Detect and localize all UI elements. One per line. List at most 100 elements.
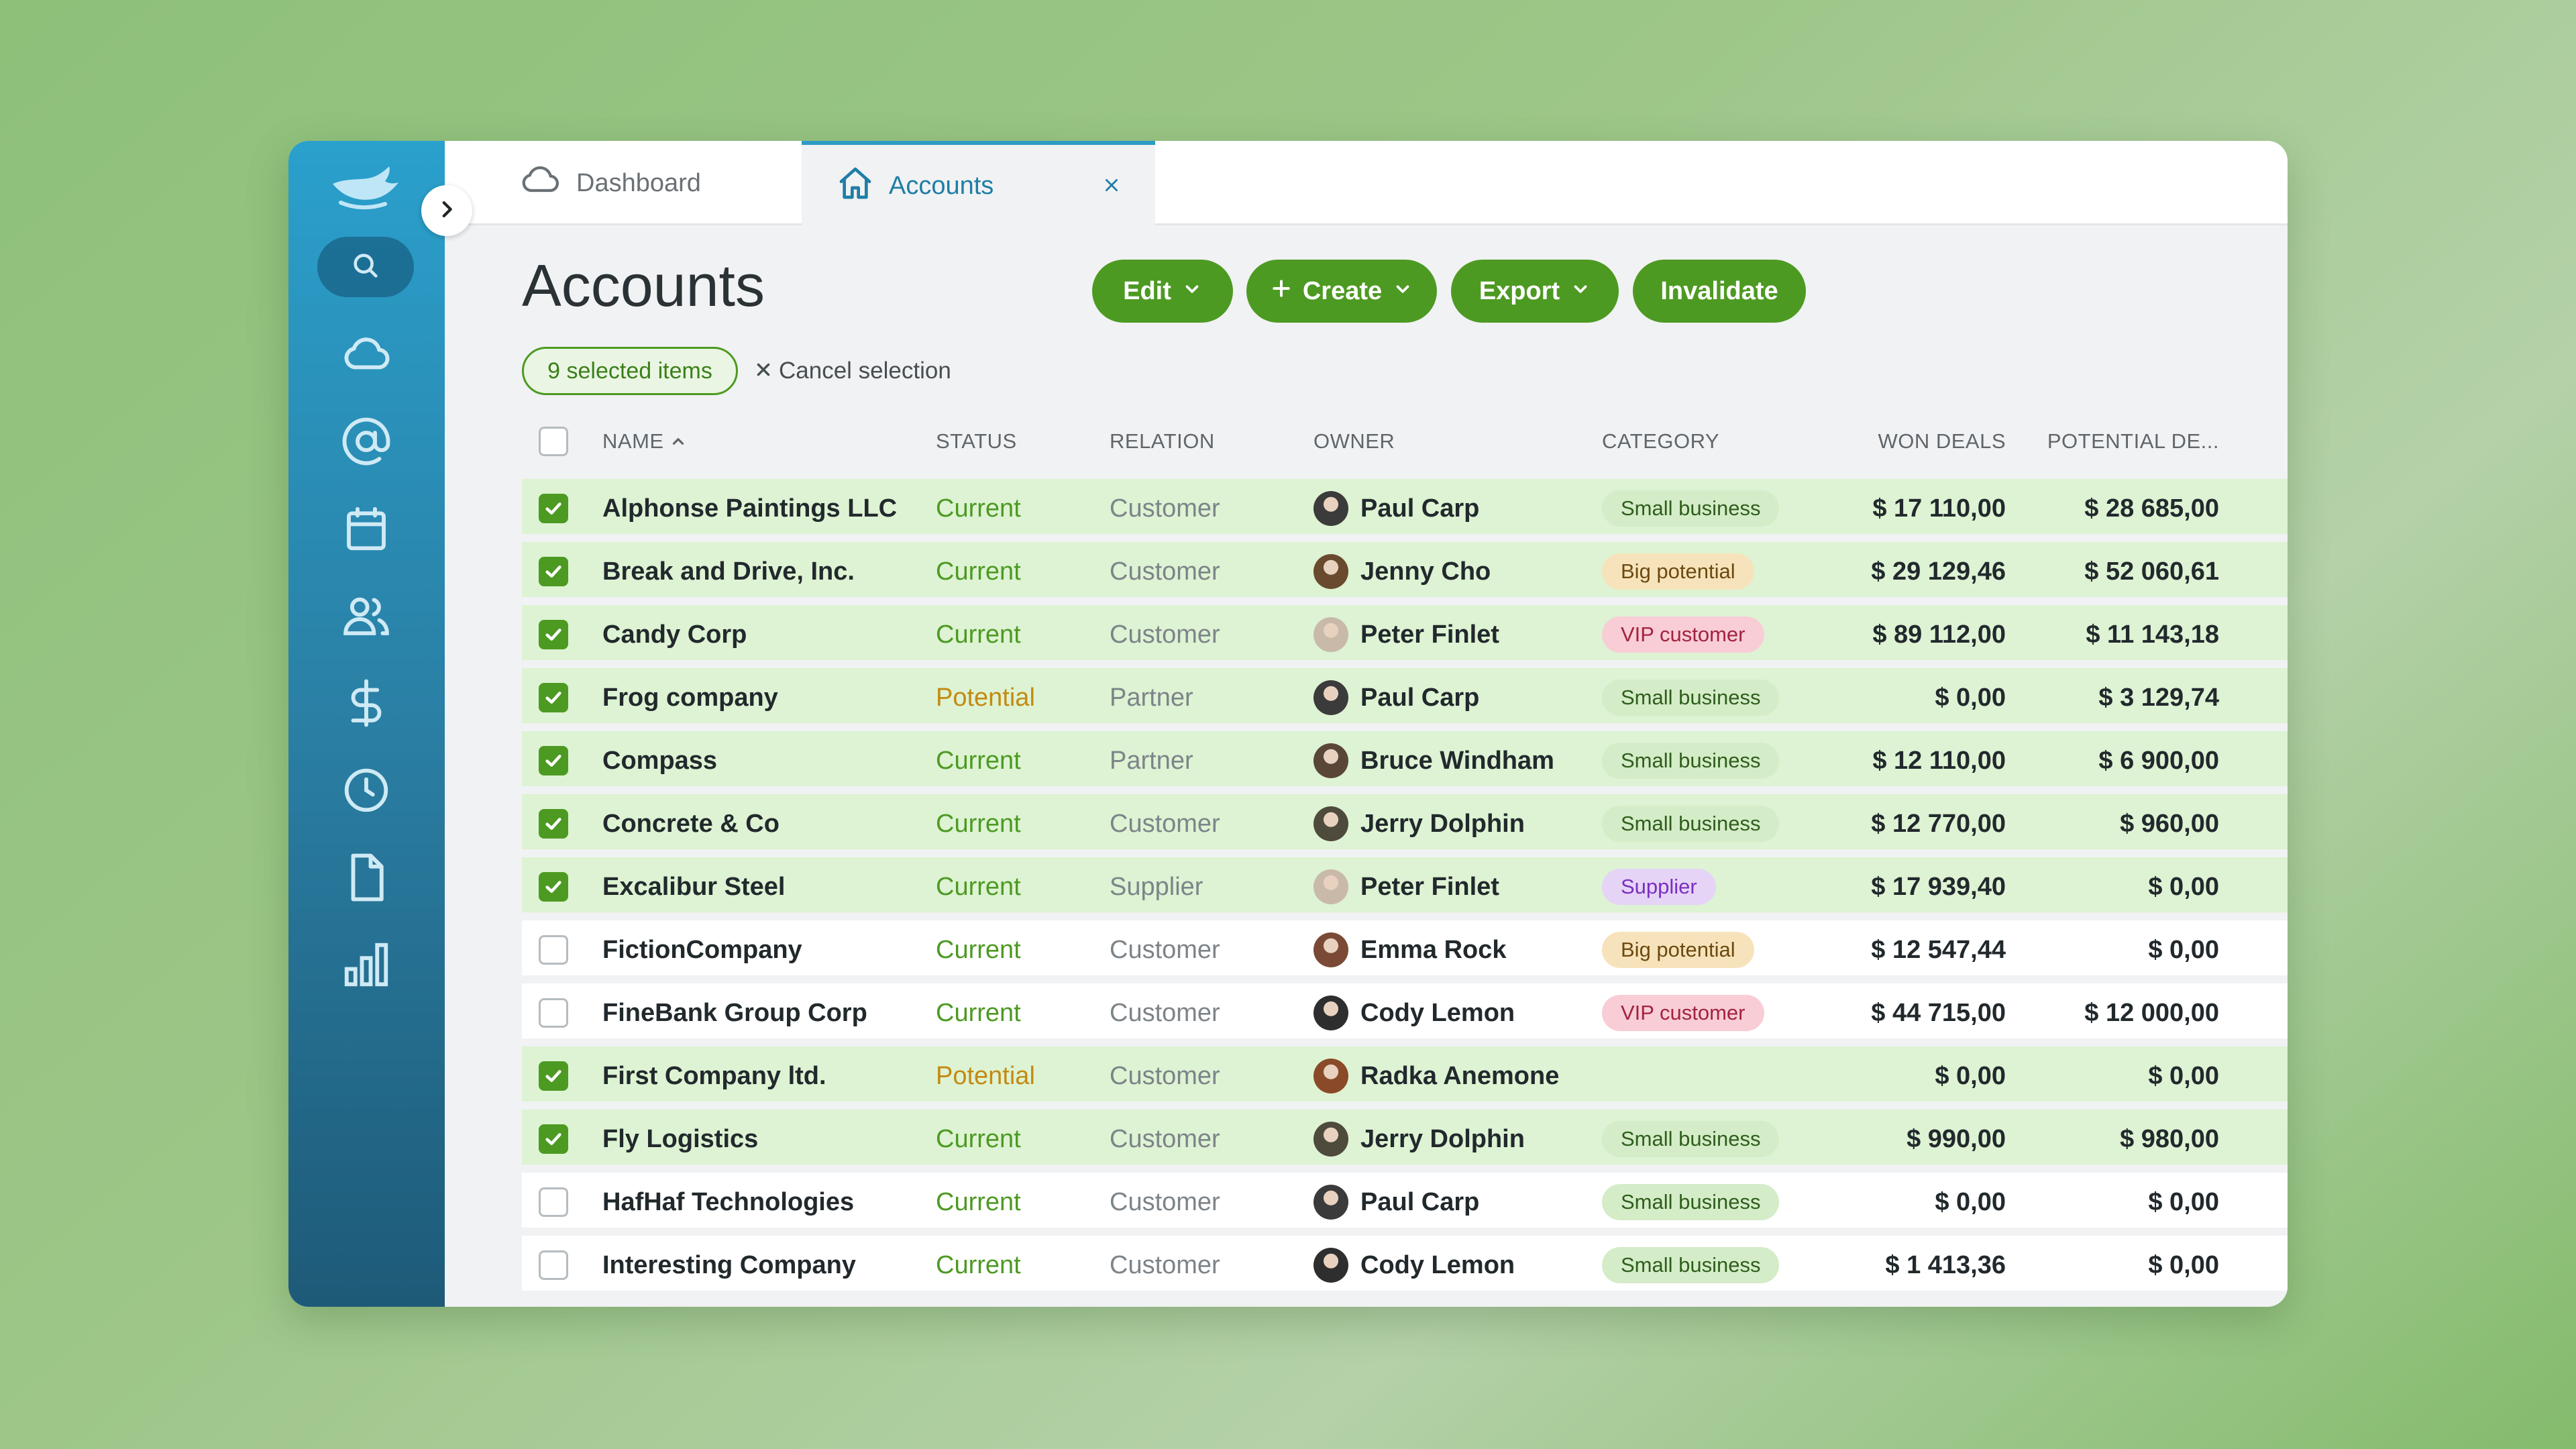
owner-cell[interactable]: Paul Carp bbox=[1313, 479, 1479, 538]
category-badge: Small business bbox=[1602, 743, 1780, 779]
owner-name: Emma Rock bbox=[1360, 935, 1507, 964]
column-header-potential-deals[interactable]: POTENTIAL DE... bbox=[2047, 429, 2219, 453]
row-checkbox[interactable] bbox=[539, 872, 568, 902]
owner-cell[interactable]: Jenny Cho bbox=[1313, 542, 1491, 601]
sidebar-item-calendar[interactable] bbox=[337, 500, 396, 559]
account-name-link[interactable]: Fly Logistics bbox=[602, 1124, 759, 1153]
account-name-link[interactable]: First Company ltd. bbox=[602, 1061, 826, 1090]
category-cell: Small business bbox=[1602, 479, 1780, 538]
select-all-checkbox[interactable] bbox=[539, 427, 568, 456]
table-row[interactable]: Concrete & Co Current Customer Jerry Dol… bbox=[522, 794, 2288, 853]
account-name-link[interactable]: Frog company bbox=[602, 683, 778, 712]
selected-count-badge: 9 selected items bbox=[522, 347, 738, 395]
account-name-link[interactable]: Concrete & Co bbox=[602, 809, 780, 838]
relation-cell: Customer bbox=[1110, 557, 1220, 586]
sidebar-item-documents[interactable] bbox=[337, 849, 396, 908]
cancel-selection-button[interactable]: Cancel selection bbox=[755, 347, 951, 395]
row-checkbox[interactable] bbox=[539, 557, 568, 586]
account-name-link[interactable]: Candy Corp bbox=[602, 620, 747, 649]
owner-cell[interactable]: Peter Finlet bbox=[1313, 605, 1499, 664]
sidebar-item-email[interactable] bbox=[337, 413, 396, 472]
table-row[interactable]: Break and Drive, Inc. Current Customer J… bbox=[522, 542, 2288, 601]
create-button[interactable]: Create bbox=[1246, 260, 1437, 323]
category-cell: Small business bbox=[1602, 1173, 1780, 1232]
account-name-link[interactable]: HafHaf Technologies bbox=[602, 1187, 855, 1216]
account-name-link[interactable]: Excalibur Steel bbox=[602, 872, 786, 901]
edit-button[interactable]: Edit bbox=[1092, 260, 1233, 323]
won-deals-cell: $ 12 770,00 bbox=[1871, 809, 2006, 838]
row-checkbox[interactable] bbox=[539, 683, 568, 712]
row-checkbox[interactable] bbox=[539, 1124, 568, 1154]
table-row[interactable]: Alphonse Paintings LLC Current Customer … bbox=[522, 479, 2288, 538]
relation-cell: Customer bbox=[1110, 809, 1220, 838]
sidebar-search-button[interactable] bbox=[317, 237, 414, 297]
row-checkbox[interactable] bbox=[539, 1187, 568, 1217]
tab-dashboard[interactable]: Dashboard bbox=[519, 141, 701, 225]
close-tab-icon[interactable] bbox=[1103, 169, 1135, 201]
column-header-name[interactable]: NAME bbox=[602, 418, 687, 465]
column-header-status[interactable]: STATUS bbox=[936, 429, 1017, 453]
row-checkbox[interactable] bbox=[539, 746, 568, 775]
owner-cell[interactable]: Paul Carp bbox=[1313, 1173, 1479, 1232]
owner-name: Cody Lemon bbox=[1360, 1250, 1515, 1279]
table-row[interactable]: Excalibur Steel Current Supplier Peter F… bbox=[522, 857, 2288, 916]
tab-bar: Dashboard Accounts bbox=[445, 141, 2288, 227]
potential-deals-cell: $ 0,00 bbox=[2148, 1061, 2219, 1090]
sidebar-item-contacts[interactable] bbox=[337, 588, 396, 647]
column-header-owner[interactable]: OWNER bbox=[1313, 429, 1395, 453]
owner-cell[interactable]: Jerry Dolphin bbox=[1313, 794, 1525, 853]
table-row[interactable]: FictionCompany Current Customer Emma Roc… bbox=[522, 920, 2288, 979]
table-row[interactable]: FineBank Group Corp Current Customer Cod… bbox=[522, 983, 2288, 1042]
owner-cell[interactable]: Paul Carp bbox=[1313, 668, 1479, 727]
table-row[interactable]: Candy Corp Current Customer Peter Finlet… bbox=[522, 605, 2288, 664]
sidebar-expand-button[interactable] bbox=[421, 185, 472, 236]
owner-cell[interactable]: Peter Finlet bbox=[1313, 857, 1499, 916]
table-row[interactable]: Frog company Potential Partner Paul Carp… bbox=[522, 668, 2288, 727]
row-checkbox[interactable] bbox=[539, 620, 568, 649]
sidebar-item-cloud[interactable] bbox=[337, 326, 396, 385]
row-checkbox[interactable] bbox=[539, 935, 568, 965]
account-name-link[interactable]: Compass bbox=[602, 746, 718, 775]
sidebar-item-deals[interactable] bbox=[337, 675, 396, 734]
potential-deals-cell: $ 12 000,00 bbox=[2084, 998, 2219, 1027]
table-row[interactable]: Compass Current Partner Bruce Windham Sm… bbox=[522, 731, 2288, 790]
row-checkbox[interactable] bbox=[539, 1061, 568, 1091]
column-header-relation[interactable]: RELATION bbox=[1110, 429, 1215, 453]
account-name-link[interactable]: FineBank Group Corp bbox=[602, 998, 867, 1027]
relation-cell: Customer bbox=[1110, 494, 1220, 523]
export-button[interactable]: Export bbox=[1451, 260, 1619, 323]
relation-cell: Partner bbox=[1110, 746, 1193, 775]
tab-accounts[interactable]: Accounts bbox=[802, 141, 1155, 227]
category-badge: Small business bbox=[1602, 1247, 1780, 1283]
sidebar-item-activities[interactable] bbox=[337, 762, 396, 821]
sidebar-item-reports[interactable] bbox=[337, 936, 396, 996]
account-name-link[interactable]: Interesting Company bbox=[602, 1250, 856, 1279]
owner-cell[interactable]: Cody Lemon bbox=[1313, 983, 1515, 1042]
row-checkbox[interactable] bbox=[539, 494, 568, 523]
account-name-link[interactable]: FictionCompany bbox=[602, 935, 802, 964]
table-row[interactable]: HafHaf Technologies Current Customer Pau… bbox=[522, 1173, 2288, 1232]
account-name-link[interactable]: Alphonse Paintings LLC bbox=[602, 494, 898, 523]
table-row[interactable]: Fly Logistics Current Customer Jerry Dol… bbox=[522, 1110, 2288, 1169]
category-badge: VIP customer bbox=[1602, 995, 1764, 1031]
avatar bbox=[1313, 1122, 1348, 1157]
export-button-label: Export bbox=[1479, 276, 1560, 305]
invalidate-button[interactable]: Invalidate bbox=[1633, 260, 1806, 323]
owner-cell[interactable]: Radka Anemone bbox=[1313, 1046, 1559, 1106]
column-header-category[interactable]: CATEGORY bbox=[1602, 429, 1720, 453]
checkmark-icon bbox=[545, 502, 561, 515]
category-badge: Big potential bbox=[1602, 553, 1754, 590]
owner-cell[interactable]: Emma Rock bbox=[1313, 920, 1507, 979]
row-checkbox[interactable] bbox=[539, 998, 568, 1028]
account-name-link[interactable]: Break and Drive, Inc. bbox=[602, 557, 855, 586]
row-checkbox[interactable] bbox=[539, 1250, 568, 1280]
owner-cell[interactable]: Bruce Windham bbox=[1313, 731, 1554, 790]
column-header-won-deals[interactable]: WON DEALS bbox=[1878, 429, 2006, 453]
owner-cell[interactable]: Cody Lemon bbox=[1313, 1236, 1515, 1295]
users-icon bbox=[340, 590, 392, 645]
table-row[interactable]: Interesting Company Current Customer Cod… bbox=[522, 1236, 2288, 1295]
row-checkbox[interactable] bbox=[539, 809, 568, 839]
owner-cell[interactable]: Jerry Dolphin bbox=[1313, 1110, 1525, 1169]
table-row[interactable]: First Company ltd. Potential Customer Ra… bbox=[522, 1046, 2288, 1106]
brand-logo[interactable] bbox=[329, 164, 402, 217]
